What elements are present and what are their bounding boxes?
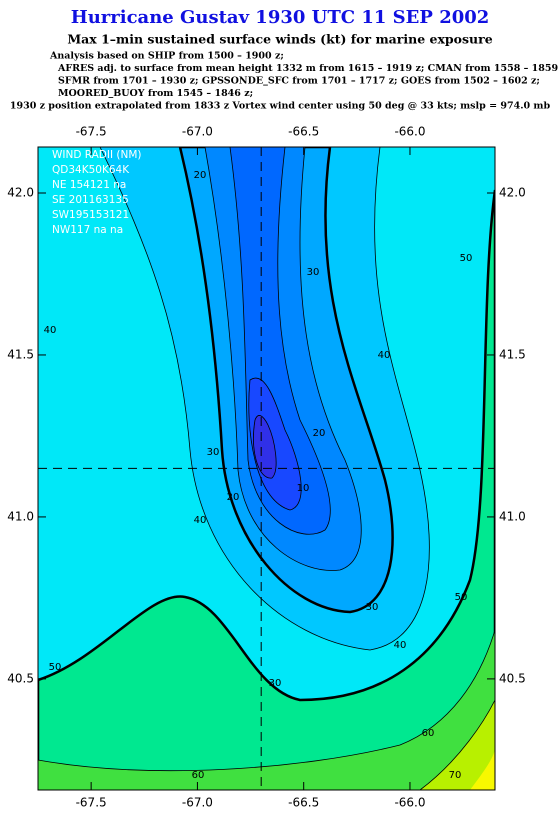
contour-label: 40 (44, 325, 57, 336)
contour-label: 30 (307, 267, 320, 278)
contour-10 (248, 377, 302, 511)
y-tick-label: 41.0 (7, 509, 34, 523)
x-tick-label: -67.5 (76, 796, 107, 810)
contour-label: 20 (194, 170, 207, 181)
wind-radii: SW195153121 (52, 209, 129, 221)
x-tick-label: -66.5 (288, 125, 319, 139)
contour-label: 30 (366, 602, 379, 613)
analysis-note: SFMR from 1701 – 1930 z; GPSSONDE_SFC fr… (58, 76, 540, 87)
y-tick-label: 40.5 (7, 671, 34, 685)
wind-radii: SE 201163135 (52, 194, 129, 206)
chart-subtitle: Max 1–min sustained surface winds (kt) f… (67, 32, 492, 47)
contour-80 (470, 750, 495, 790)
contour-label: 60 (422, 728, 435, 739)
y-tick-label: 41.5 (499, 347, 526, 361)
contour-label: 20 (313, 428, 326, 439)
analysis-note: MOORED_BUOY from 1545 – 1846 z; (58, 88, 253, 99)
contour-label: 40 (394, 640, 407, 651)
x-tick-label: -66.0 (394, 125, 425, 139)
x-tick-label: -67.0 (182, 796, 213, 810)
wind-radii: QD34K50K64K (52, 164, 130, 176)
x-tick-label: -66.5 (288, 796, 319, 810)
y-tick-label: 40.5 (499, 671, 526, 685)
contour-60 (38, 629, 495, 790)
contour-5 (253, 415, 277, 479)
contour-label: 20 (227, 492, 240, 503)
wind-radii: NW117 na na (52, 224, 123, 236)
contour-label: 50 (460, 253, 473, 264)
contour-label: 60 (192, 770, 205, 781)
analysis-note: AFRES adj. to surface from mean height 1… (57, 63, 560, 74)
wind-radii: WIND RADII (NM) (52, 149, 142, 161)
contour-label: 10 (297, 483, 310, 494)
chart-title: Hurricane Gustav 1930 UTC 11 SEP 2002 (71, 7, 490, 28)
contour-50 (38, 189, 495, 790)
x-tick-label: -67.5 (76, 125, 107, 139)
wind-radii: NE 154121 na (52, 179, 126, 191)
x-tick-label: -67.0 (182, 125, 213, 139)
contour-label: 70 (449, 770, 462, 781)
contour-field (38, 147, 495, 790)
contour-label: 50 (455, 592, 468, 603)
contour-label: 30 (207, 447, 220, 458)
contour-label: 40 (194, 515, 207, 526)
analysis-note: Analysis based on SHIP from 1500 – 1900 … (49, 51, 284, 62)
contour-label: 30 (269, 678, 282, 689)
contour-label: 50 (49, 662, 62, 673)
y-tick-label: 42.0 (7, 185, 34, 199)
analysis-note: 1930 z position extrapolated from 1833 z… (10, 101, 551, 112)
y-tick-label: 41.5 (7, 347, 34, 361)
x-tick-label: -66.0 (394, 796, 425, 810)
y-tick-label: 42.0 (499, 185, 526, 199)
y-tick-label: 41.0 (499, 509, 526, 523)
contour-label: 40 (378, 350, 391, 361)
